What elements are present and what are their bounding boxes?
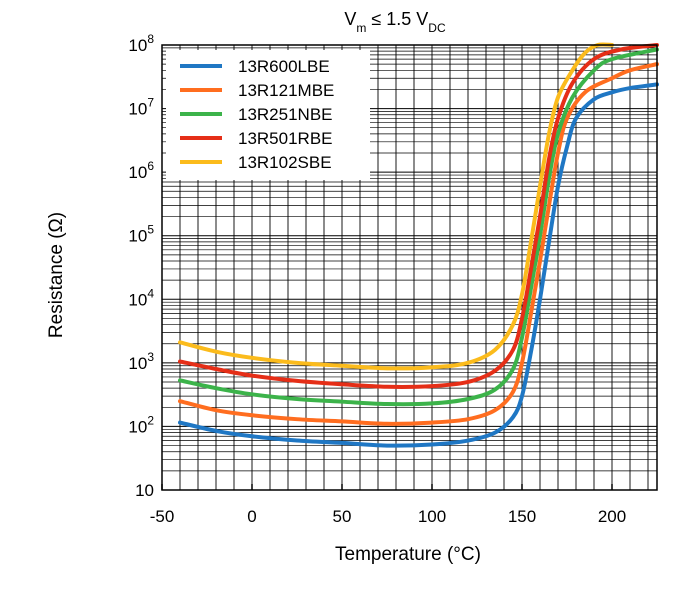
- y-tick-label: 102: [128, 413, 154, 436]
- y-tick-label: 108: [128, 32, 154, 55]
- y-tick-label: 10: [135, 481, 154, 500]
- legend: 13R600LBE 13R121MBE 13R251NBE 13R501RBE 13R1…: [166, 50, 370, 180]
- x-tick-label: -50: [150, 507, 175, 526]
- x-axis-label: Temperature (°C): [335, 544, 481, 565]
- plot-frame: [161, 44, 658, 491]
- legend-label: 13R251NBE: [238, 105, 333, 124]
- y-axis-ticks: 10 102 103 104 105 106 107 108: [128, 32, 154, 500]
- x-tick-label: 0: [247, 507, 256, 526]
- x-tick-label: 150: [508, 507, 536, 526]
- series-line-13r251nbe: [178, 47, 659, 407]
- y-tick-label: 106: [128, 159, 154, 182]
- x-tick-label: 50: [333, 507, 352, 526]
- y-tick-label: 103: [128, 350, 154, 373]
- legend-label: 13R501RBE: [238, 129, 333, 148]
- x-tick-label: 100: [418, 507, 446, 526]
- y-axis-label: Resistance (Ω): [46, 212, 67, 338]
- series-line-13r102sbe: [178, 42, 614, 371]
- y-tick-label: 104: [128, 286, 154, 309]
- y-tick-label: 105: [128, 223, 154, 246]
- series-line-13r501rbe: [178, 43, 659, 389]
- series-line-13r121mbe: [178, 62, 659, 426]
- chart-title: Vm ≤ 1.5 VDC: [344, 9, 446, 35]
- y-tick-label: 107: [128, 96, 154, 119]
- x-axis-ticks: -50 0 50 100 150 200: [150, 484, 626, 526]
- series-line-13r600lbe: [178, 82, 659, 448]
- data-series: [178, 42, 659, 448]
- legend-label: 13R102SBE: [238, 153, 332, 172]
- legend-label: 13R600LBE: [238, 57, 330, 76]
- legend-label: 13R121MBE: [238, 81, 334, 100]
- x-tick-label: 200: [598, 507, 626, 526]
